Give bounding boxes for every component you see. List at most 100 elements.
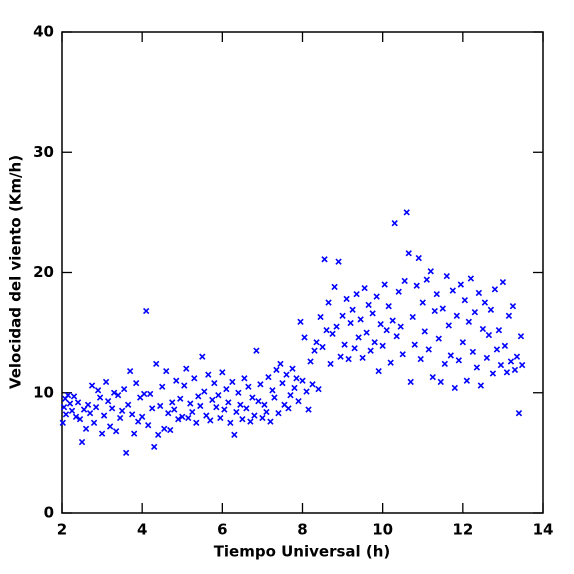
point xyxy=(241,375,248,382)
point xyxy=(134,418,142,425)
point xyxy=(343,295,350,303)
point xyxy=(219,369,226,376)
point xyxy=(161,425,168,432)
point xyxy=(209,396,216,404)
point xyxy=(187,400,194,407)
point xyxy=(78,438,86,446)
point xyxy=(303,388,310,395)
point xyxy=(227,419,234,426)
point xyxy=(225,399,232,406)
point xyxy=(213,404,220,411)
point xyxy=(84,401,92,408)
point xyxy=(171,406,178,413)
point xyxy=(147,390,154,398)
point xyxy=(287,391,294,399)
point xyxy=(385,303,392,310)
point xyxy=(143,307,150,315)
point xyxy=(353,290,360,298)
point xyxy=(275,410,282,417)
point xyxy=(151,443,158,451)
point xyxy=(124,401,132,408)
point xyxy=(141,390,148,398)
point xyxy=(405,250,412,257)
point xyxy=(249,394,256,401)
point xyxy=(401,277,408,285)
point xyxy=(313,339,320,346)
y-tick-label: 0 xyxy=(44,504,54,522)
point xyxy=(293,375,300,382)
point xyxy=(427,268,434,275)
point xyxy=(295,398,302,405)
point xyxy=(333,323,340,330)
point xyxy=(445,322,452,329)
point xyxy=(339,312,346,319)
point xyxy=(379,342,386,350)
point xyxy=(197,402,204,410)
point xyxy=(118,407,126,414)
point xyxy=(497,361,505,369)
point xyxy=(413,282,420,289)
point xyxy=(217,414,224,422)
point xyxy=(271,394,278,401)
point xyxy=(439,305,446,312)
point xyxy=(259,414,266,422)
point xyxy=(183,365,190,372)
point xyxy=(261,401,268,408)
point xyxy=(72,413,80,420)
point xyxy=(425,346,432,353)
point xyxy=(255,398,262,405)
point xyxy=(467,275,475,282)
point xyxy=(70,393,78,400)
point xyxy=(509,303,517,310)
point xyxy=(114,391,122,399)
point xyxy=(513,353,521,360)
point xyxy=(203,412,210,419)
x-tick-label: 12 xyxy=(452,521,473,539)
point xyxy=(507,358,515,365)
point xyxy=(483,354,491,362)
point xyxy=(245,383,252,390)
point xyxy=(453,312,460,319)
point xyxy=(417,355,424,363)
point xyxy=(76,416,84,423)
point xyxy=(485,331,493,339)
point xyxy=(371,339,378,346)
point xyxy=(64,391,72,399)
point xyxy=(447,352,454,359)
point xyxy=(459,339,466,346)
point xyxy=(481,299,489,306)
point xyxy=(90,419,98,426)
point xyxy=(435,335,442,342)
point xyxy=(365,301,372,309)
point xyxy=(375,367,382,375)
point xyxy=(60,404,68,411)
point xyxy=(149,405,156,412)
point xyxy=(491,286,499,293)
point xyxy=(279,379,286,387)
point xyxy=(449,287,456,294)
y-tick-label: 40 xyxy=(33,23,54,41)
point xyxy=(515,410,523,417)
point xyxy=(511,366,519,374)
point xyxy=(157,402,164,410)
point xyxy=(122,449,130,457)
x-tick-label: 6 xyxy=(217,521,227,539)
point xyxy=(399,351,406,358)
point xyxy=(237,401,244,408)
point xyxy=(88,382,96,389)
point xyxy=(357,316,364,323)
point xyxy=(495,327,503,334)
point xyxy=(437,378,444,386)
point xyxy=(211,379,218,387)
point xyxy=(59,419,66,426)
point xyxy=(407,378,414,386)
point xyxy=(331,283,338,291)
point xyxy=(207,417,214,424)
point xyxy=(126,367,134,375)
point xyxy=(265,373,272,381)
point xyxy=(108,405,116,412)
point xyxy=(501,342,509,350)
point xyxy=(487,306,495,313)
point xyxy=(373,293,380,300)
